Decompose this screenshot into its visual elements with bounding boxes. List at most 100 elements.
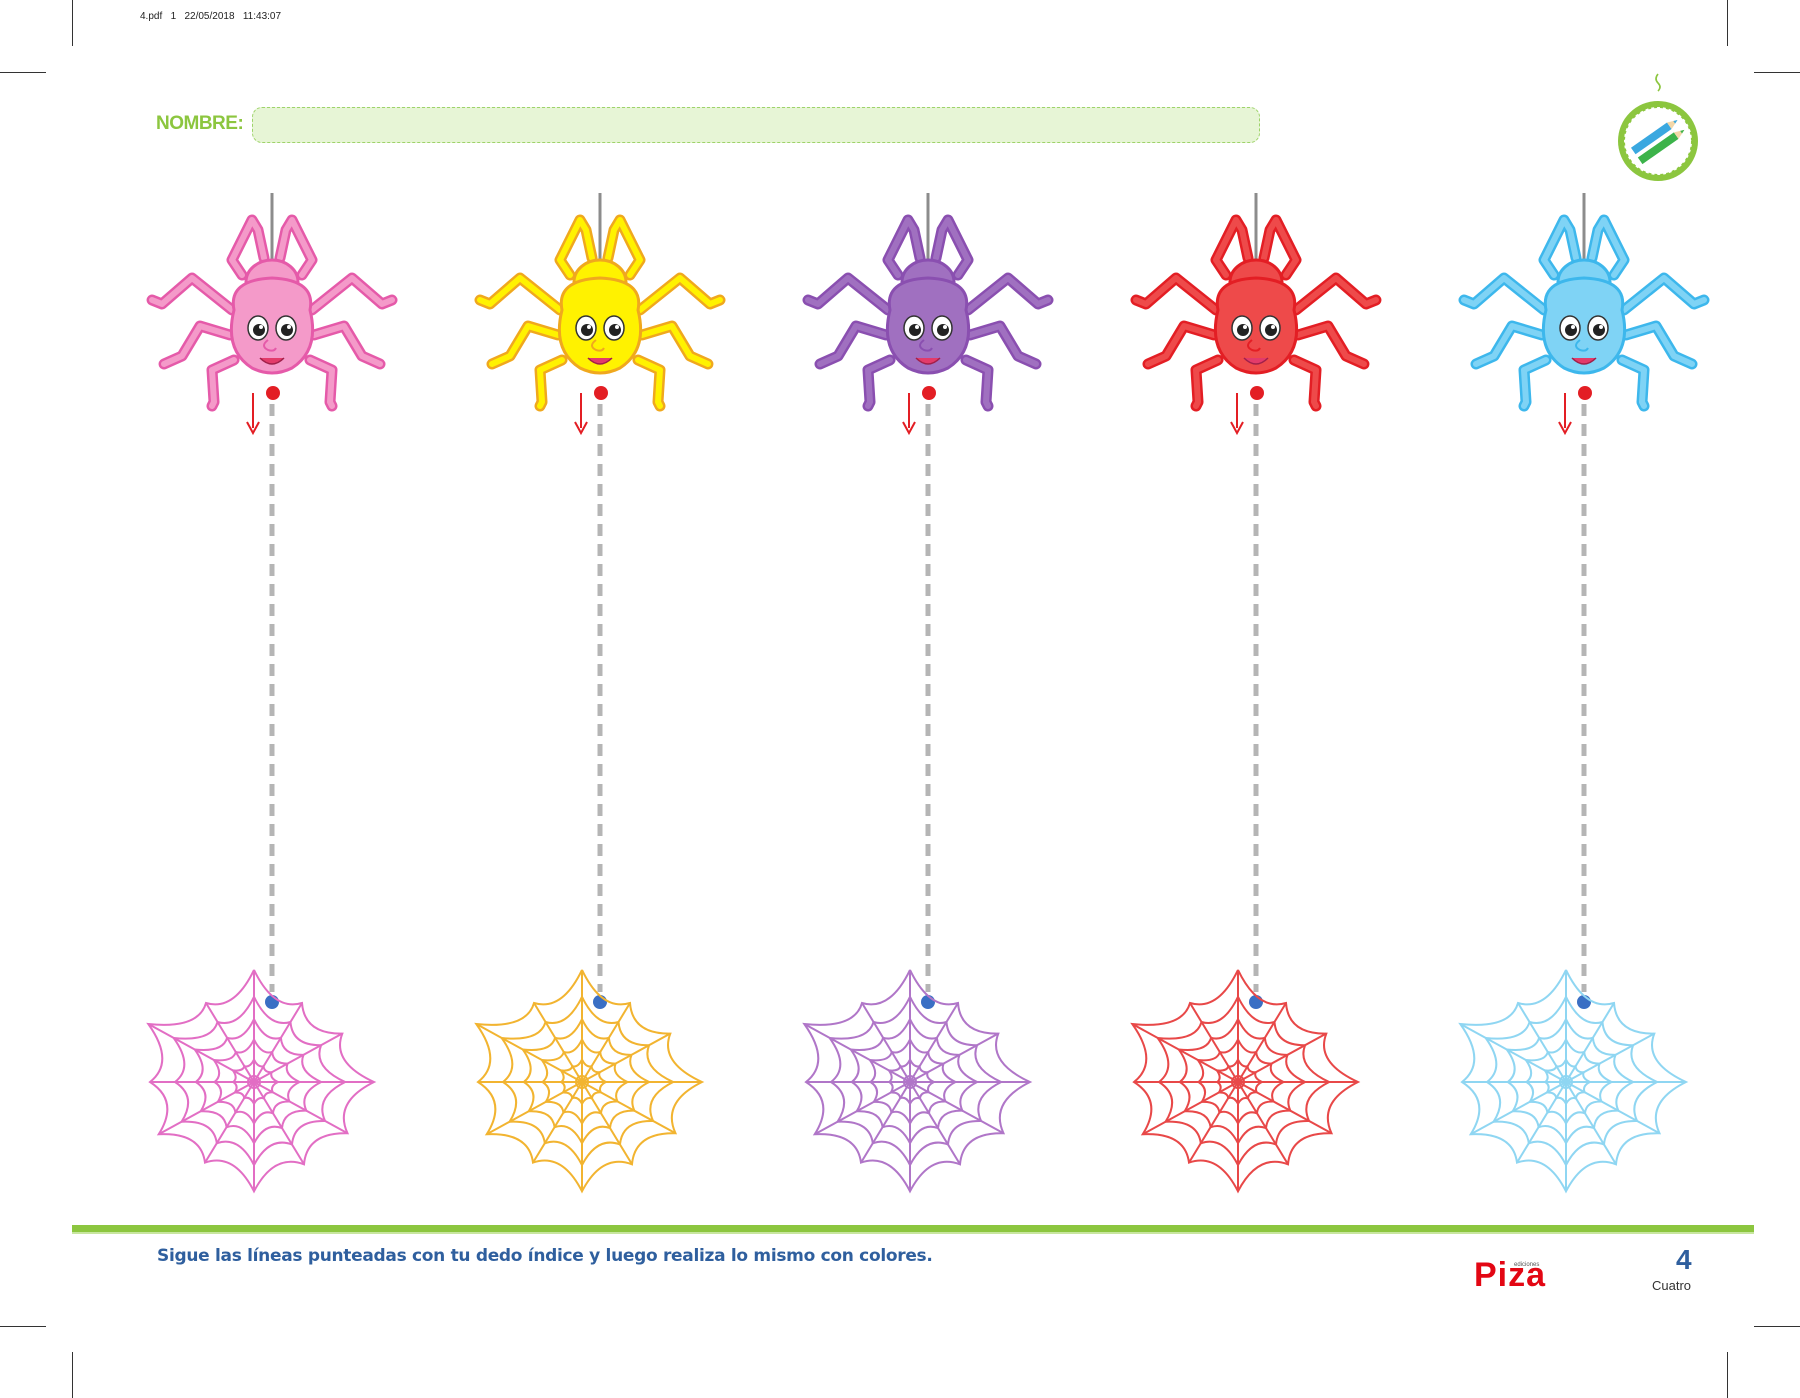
web-spoke [1516,1081,1567,1164]
spider-column-yellow [474,193,726,1194]
crop-mark [72,1352,73,1398]
web-spoke [533,1002,583,1083]
web-spoke [1237,1081,1333,1135]
web-spoke [1565,1081,1617,1165]
spider-eye-highlight [915,325,919,329]
crop-mark [0,72,46,73]
web-spoke [581,1081,633,1165]
instruction-text: Sigue las líneas punteadas con tu dedo í… [157,1246,933,1266]
web-ring [1523,1038,1614,1126]
web-spoke [1189,1002,1239,1083]
web-spoke [581,1002,631,1083]
spider-leg-fill [537,357,565,409]
spider-leg-fill [229,217,267,278]
spider-blue [1458,214,1710,412]
page-number-word: Cuatro [1652,1278,1692,1293]
web-ring [1214,1059,1265,1106]
web-spoke [147,1023,255,1083]
spider-smile [1243,357,1269,365]
web-center [903,1075,917,1089]
web-ring [1458,969,1689,1194]
web-center [1231,1075,1245,1089]
down-arrow-head [246,421,260,436]
web-spoke [1517,1002,1567,1083]
spider-web [1130,969,1361,1194]
spider-body [229,276,315,375]
web-spoke [1237,1002,1287,1083]
spider-leg-fill [309,275,395,313]
start-dot [1578,386,1592,400]
spider-purple [802,214,1054,412]
spider-nose [591,339,605,352]
spider-leg-fill [865,357,893,409]
web-spoke [486,1081,583,1136]
spider-eye-highlight [615,325,619,329]
spider-leg-fill [161,323,233,367]
web-spoke [1565,1081,1661,1135]
spider-leg-fill [1589,217,1627,278]
down-arrow-head [1558,421,1572,436]
web-center [1559,1075,1573,1089]
web-spoke [1131,1023,1239,1083]
spider-leg-fill [557,217,595,278]
spider-pupil [609,324,621,336]
spider-body [557,276,643,375]
web-ring [171,996,348,1168]
start-dot [594,386,608,400]
web-spoke [532,1081,583,1164]
spider-eye-highlight [259,325,263,329]
web-ring [1130,969,1361,1194]
spider-leg-fill [1541,217,1579,278]
web-spoke [1459,1023,1567,1083]
spider-pupil [1237,324,1249,336]
spider-leg-fill [885,217,923,278]
web-spoke [475,1023,583,1083]
spider-leg-fill [817,323,889,367]
spider-pupil [937,324,949,336]
spider-leg-fill [149,275,235,313]
spider-eye-highlight [1271,325,1275,329]
spider-web [146,969,377,1194]
spider-leg-fill [1295,323,1367,367]
web-ring [539,1038,630,1126]
web-ring [520,1018,652,1146]
web-center [247,1075,261,1089]
web-ring [558,1059,609,1106]
web-ring [827,996,1004,1168]
down-arrow-head [1230,421,1244,436]
web-spoke [861,1002,911,1083]
web-spoke [204,1081,255,1164]
spider-column-red [1130,193,1382,1194]
spider-eye-highlight [1243,325,1247,329]
spider-pupil [909,324,921,336]
spider-eye-highlight [1571,325,1575,329]
spider-pink [146,214,398,412]
spider-eye-highlight [287,325,291,329]
web-spoke [1565,1002,1615,1083]
spider-leg-fill [277,217,315,278]
crop-mark [1754,72,1800,73]
web-spoke [253,1002,303,1083]
start-dot [1250,386,1264,400]
brand-subtitle: ediciones [1514,1262,1540,1268]
crop-mark [72,0,73,46]
web-spoke [1470,1081,1567,1136]
web-spoke [860,1081,911,1164]
web-ring [1176,1018,1308,1146]
crop-mark [1727,0,1728,46]
web-ring [1542,1059,1593,1106]
print-header: 4.pdf 1 22/05/2018 11:43:07 [140,11,282,22]
spider-pupil [253,324,265,336]
web-ring [499,996,676,1168]
spider-nose [919,339,933,352]
spider-eye-highlight [943,325,947,329]
web-ring [211,1038,302,1126]
web-spoke [909,1081,1005,1135]
web-spoke [253,1032,343,1083]
crop-mark [0,1326,46,1327]
spider-body [1541,276,1627,375]
web-spoke [205,1002,255,1083]
name-input[interactable] [252,107,1260,143]
spider-nose [1247,339,1261,352]
